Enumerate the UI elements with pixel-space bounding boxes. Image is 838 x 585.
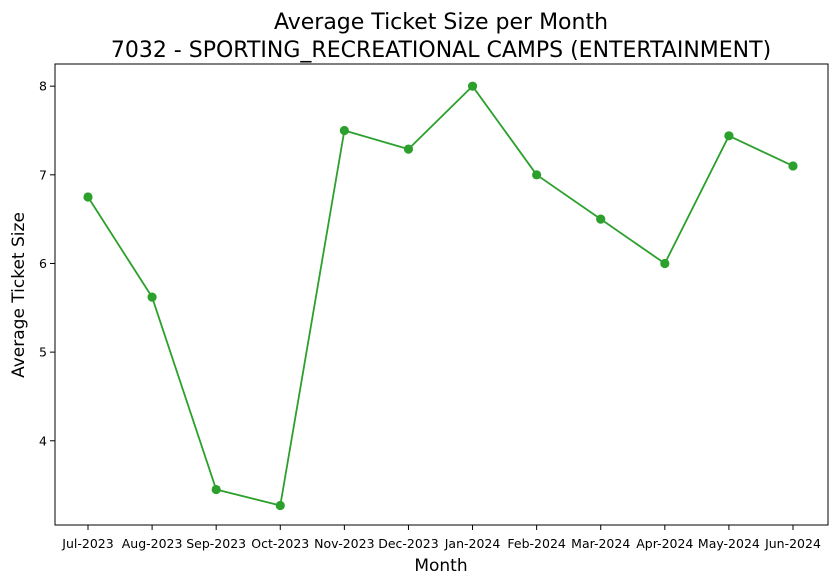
data-point (275, 500, 285, 511)
data-point (83, 192, 93, 202)
data-point (660, 258, 670, 269)
x-tick-label: Jan-2024 (444, 536, 501, 551)
x-tick-label: Nov-2023 (314, 536, 374, 551)
data-point (467, 81, 478, 91)
chart-subtitle: 7032 - SPORTING_RECREATIONAL CAMPS (ENTE… (111, 38, 771, 63)
x-tick-label: Dec-2023 (378, 536, 439, 551)
data-point (532, 170, 542, 180)
data-point (339, 125, 349, 136)
y-tick-label: 4 (39, 433, 47, 448)
y-tick-label: 7 (39, 167, 47, 182)
data-point (211, 484, 221, 495)
data-point (788, 161, 798, 171)
y-tick-label: 5 (39, 345, 47, 360)
x-tick-label: Feb-2024 (507, 536, 566, 551)
data-point (596, 214, 606, 224)
data-point (147, 292, 157, 302)
y-axis: 4 5 6 7 8 (39, 79, 55, 448)
x-tick-label: Mar-2024 (571, 536, 630, 551)
plot-area-frame (54, 63, 829, 526)
y-tick-label: 8 (39, 79, 47, 94)
x-axis-label: Month (414, 556, 467, 576)
data-point (403, 144, 414, 154)
y-axis-label: Average Ticket Size (9, 212, 29, 378)
chart-title: Average Ticket Size per Month (274, 10, 608, 35)
x-tick-label: Jul-2023 (61, 536, 113, 551)
series-line (87, 85, 794, 507)
x-axis: Jul-2023 Aug-2023 Sep-2023 Oct-2023 Nov-2023… (61, 525, 821, 551)
x-tick-label: Apr-2024 (636, 536, 693, 551)
x-tick-label: Sep-2023 (186, 536, 246, 551)
y-tick-label: 6 (39, 256, 47, 271)
series-group (83, 81, 798, 511)
x-tick-label: Jun-2024 (764, 536, 821, 551)
data-point (724, 131, 734, 141)
x-tick-label: Oct-2023 (251, 536, 309, 551)
x-tick-label: May-2024 (698, 536, 760, 551)
x-tick-label: Aug-2023 (122, 536, 183, 551)
